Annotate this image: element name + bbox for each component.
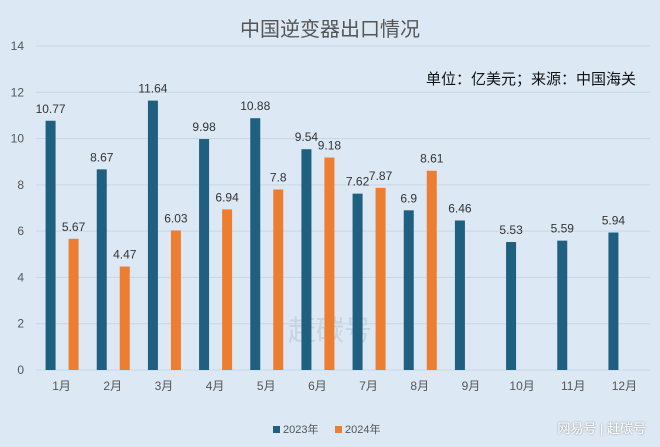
source-watermark: 网易号 | 赶碳号 [557,421,646,436]
bar-2023年-12月 [608,232,619,370]
bar-2024年-6月 [324,157,335,370]
bar-2024年-3月 [170,230,181,370]
bar-2023年-2月 [96,169,107,370]
bar-2024年-7月 [375,187,386,370]
data-label: 6.94 [215,190,239,204]
x-tick-label: 11月 [561,379,585,393]
bar-2024年-1月 [68,238,79,370]
bar-2023年-5月 [250,118,261,370]
x-tick-label: 2月 [103,379,122,393]
x-tick-label: 8月 [410,379,429,393]
x-tick-label: 12月 [612,379,637,393]
legend-swatch [273,426,280,433]
data-label: 4.47 [113,248,137,262]
bar-2023年-7月 [352,193,363,370]
data-label: 6.9 [400,191,417,205]
y-tick-label: 10 [11,132,25,146]
y-tick-label: 12 [11,85,25,99]
data-label: 11.64 [138,82,167,96]
chart-title: 中国逆变器出口情况 [240,18,420,41]
bar-2023年-3月 [147,100,158,371]
legend-label: 2024年 [345,422,380,436]
data-label: 10.88 [240,99,270,113]
data-label: 6.03 [164,211,188,225]
data-label: 6.46 [448,201,472,215]
legend-swatch [335,426,342,433]
y-tick-label: 4 [17,270,24,284]
y-tick-label: 6 [17,224,24,238]
x-tick-label: 3月 [155,379,174,393]
y-tick-label: 14 [11,39,25,53]
data-label: 5.94 [602,214,626,228]
x-tick-label: 5月 [257,379,276,393]
x-tick-label: 1月 [52,379,71,393]
y-tick-label: 2 [17,317,24,331]
data-label: 5.67 [62,220,86,234]
data-label: 10.77 [36,102,66,116]
data-label: 7.8 [270,170,287,184]
bar-2023年-9月 [454,220,465,370]
data-label: 5.59 [551,222,575,236]
x-tick-label: 4月 [206,379,225,393]
x-tick-label: 7月 [359,379,378,393]
bar-2023年-4月 [199,139,210,370]
data-label: 8.67 [90,150,114,164]
x-tick-label: 10月 [509,379,534,393]
bar-2023年-10月 [506,242,517,370]
bar-2023年-1月 [45,120,56,370]
bar-2023年-8月 [403,210,414,370]
bar-2023年-11月 [557,240,568,370]
chart-subtitle: 单位：亿美元；来源：中国海关 [426,71,636,88]
bar-2024年-8月 [426,170,437,370]
bar-2024年-5月 [273,189,284,370]
bar-2024年-2月 [119,266,130,370]
data-label: 7.62 [346,175,370,189]
data-label: 9.18 [318,139,342,153]
x-tick-label: 9月 [462,379,481,393]
x-tick-label: 6月 [308,379,327,393]
bar-2023年-6月 [301,149,312,370]
data-label: 9.98 [192,120,216,134]
bar-2024年-4月 [222,209,233,370]
legend-label: 2023年 [283,422,318,436]
data-label: 5.53 [499,223,523,237]
y-tick-label: 0 [17,363,24,377]
data-label: 7.87 [369,169,393,183]
y-tick-label: 8 [17,178,24,192]
data-label: 9.54 [295,130,319,144]
data-label: 8.61 [420,152,444,166]
